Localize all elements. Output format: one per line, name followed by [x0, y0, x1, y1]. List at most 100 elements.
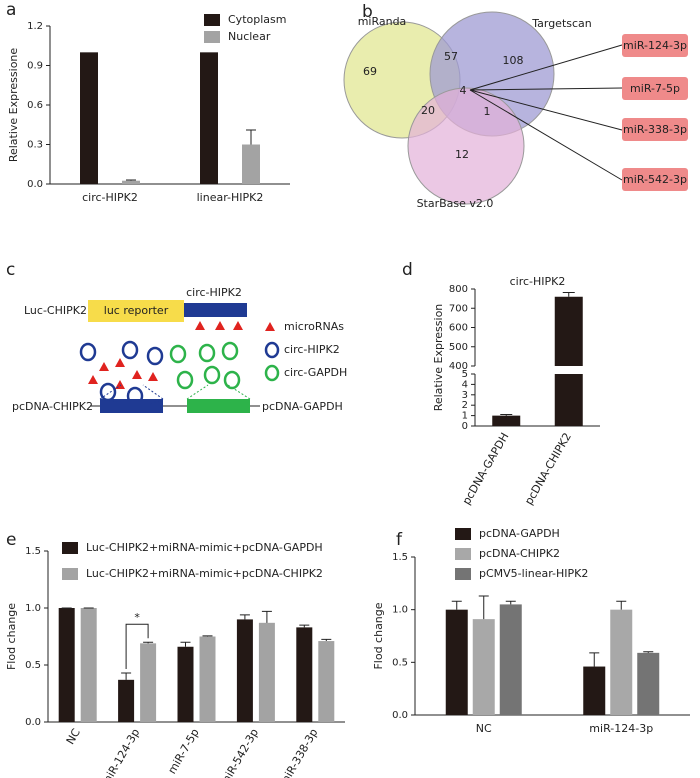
y-axis-label: Flod change	[5, 603, 18, 670]
bar	[199, 636, 216, 722]
error-bar	[589, 652, 600, 667]
error-bar	[126, 179, 136, 181]
legend-label: microRNAs	[284, 320, 344, 333]
y-tick-label: 3	[462, 390, 468, 401]
bar	[140, 643, 157, 722]
connector	[469, 87, 623, 91]
count: 108	[503, 54, 524, 67]
x-tick-label: pcDNA-GAPDH	[460, 431, 512, 507]
count: 1	[484, 105, 491, 118]
legend-swatch	[455, 528, 471, 540]
x-tick-label: miR-124-3p	[99, 726, 142, 778]
y-tick-label: 1.2	[27, 21, 43, 32]
y-axis-label: Relative Expression	[432, 304, 445, 412]
y-tick-label: 700	[449, 303, 468, 314]
bar	[80, 52, 98, 185]
bar	[583, 666, 606, 715]
bar	[177, 646, 194, 722]
y-tick-label: 0.6	[27, 100, 43, 111]
count: 20	[421, 104, 435, 117]
y-tick-label: 500	[449, 342, 468, 353]
y-axis-label: Relative Expressione	[7, 48, 20, 163]
reporter-name: Luc-CHIPK2	[24, 304, 87, 317]
target-box	[622, 34, 688, 57]
connector	[469, 89, 623, 181]
y-tick-label: 0.3	[27, 140, 43, 151]
error-bar	[451, 600, 462, 610]
significance-bracket	[125, 623, 149, 669]
error-bar	[246, 129, 256, 145]
legend-label: pcDNA-GAPDH	[479, 527, 560, 540]
count: 12	[455, 148, 469, 161]
x-tick-label: miR-542-3p	[218, 726, 261, 778]
y-tick-label: 5	[462, 369, 468, 380]
legend-label: Cytoplasm	[228, 13, 286, 26]
y-tick-label: 0.5	[25, 660, 41, 671]
error-bar	[202, 635, 213, 637]
error-bar	[500, 414, 513, 416]
annotation: *	[134, 611, 140, 624]
luc-label: luc reporter	[104, 304, 169, 317]
legend-label: Luc-CHIPK2+miRNA-mimic+pcDNA-GAPDH	[86, 541, 323, 554]
bar	[200, 52, 218, 185]
target-box	[622, 77, 688, 100]
connector	[469, 44, 623, 91]
target-box	[622, 168, 688, 191]
y-tick-label: 4	[462, 379, 468, 390]
venn-circle	[407, 87, 525, 205]
error-bar	[562, 291, 575, 297]
target-label: miR-124-3p	[623, 39, 687, 52]
count: 69	[363, 65, 377, 78]
legend-label: pcDNA-CHIPK2	[479, 547, 560, 560]
x-tick-label: pcDNA-CHIPK2	[522, 431, 574, 508]
y-tick-label: 1.0	[25, 603, 41, 614]
error-bar	[143, 641, 154, 644]
bar	[492, 415, 521, 426]
legend-label: circ-HIPK2	[284, 343, 340, 356]
y-tick-label: 1.5	[392, 552, 408, 563]
y-tick-label: 1	[462, 411, 468, 422]
y-axis-label: Flod change	[372, 602, 385, 669]
count: 57	[444, 50, 458, 63]
panel-letter: d	[402, 260, 413, 280]
count: 4	[460, 84, 467, 97]
legend-swatch	[204, 14, 220, 26]
mirna-triangles	[88, 321, 275, 389]
bar	[236, 619, 253, 722]
panel-letter: a	[6, 0, 16, 20]
legend-swatch	[455, 548, 471, 560]
y-tick-label: 1.5	[25, 546, 41, 557]
set-label: miRanda	[358, 15, 407, 28]
bar	[499, 604, 522, 715]
error-bar	[321, 638, 332, 642]
circ-hipk2-rings	[79, 340, 280, 406]
insert-box	[184, 303, 247, 317]
bar	[80, 608, 97, 722]
x-tick-label: circ-HIPK2	[82, 191, 138, 204]
panel-letter: c	[6, 260, 15, 280]
y-tick-label: 0.9	[27, 61, 43, 72]
plasmid-label: pcDNA-CHIPK2	[12, 400, 93, 413]
y-tick-label: 600	[449, 323, 468, 334]
bar	[296, 627, 313, 722]
x-tick-label: NC	[64, 726, 83, 747]
y-tick-label: 0.5	[392, 657, 408, 668]
x-tick-label: miR-7-5p	[165, 726, 201, 776]
error-bar	[180, 641, 191, 647]
set-label: StarBase v2.0	[417, 197, 494, 210]
set-label: Targetscan	[531, 17, 592, 30]
venn: miRanda Targetscan StarBase v2.0 69 57 1…	[343, 11, 688, 210]
target-box	[622, 118, 688, 141]
chart-title: circ-HIPK2	[510, 275, 566, 288]
construct-diagram: Luc-CHIPK2 luc reporter circ-HIPK2 micro…	[12, 286, 347, 413]
bar	[637, 652, 660, 715]
panel-letter: b	[362, 2, 373, 22]
error-bar	[616, 600, 627, 610]
bar	[258, 622, 275, 722]
insert-box	[100, 399, 163, 413]
legend-label: circ-GAPDH	[284, 366, 347, 379]
legend-swatch	[62, 542, 78, 554]
target-label: miR-542-3p	[623, 173, 687, 186]
bar	[610, 609, 633, 715]
